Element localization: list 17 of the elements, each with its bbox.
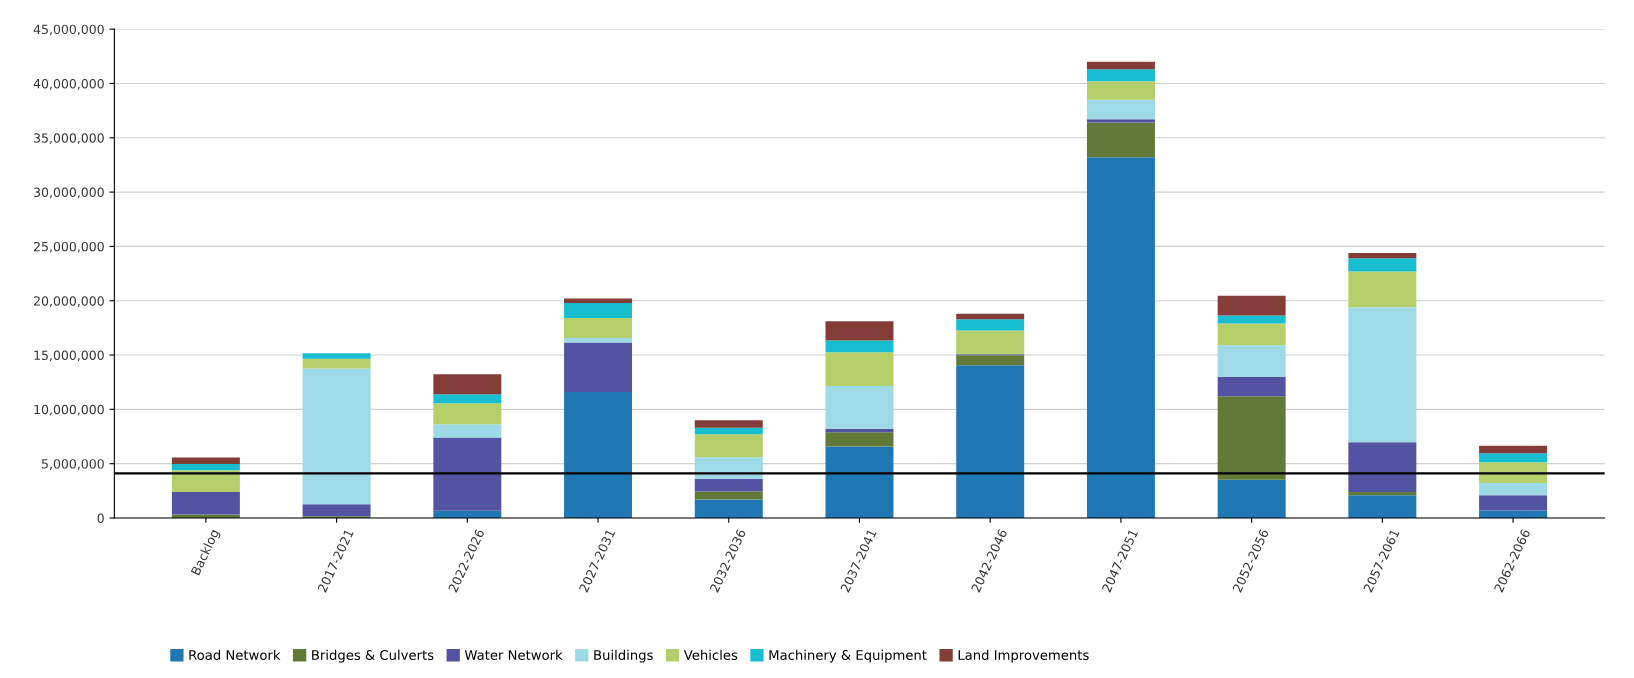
y-tick-label: 10,000,000: [34, 404, 104, 416]
y-tick-label: 40,000,000: [33, 78, 104, 90]
legend-label: Machinery & Equipment: [769, 649, 927, 663]
legend-label: Water Network: [464, 649, 563, 660]
legend-label: Road Network: [189, 649, 281, 660]
y-tick-label: 15,000,000: [34, 350, 104, 362]
legend-label: Buildings: [594, 649, 653, 663]
legend-label: Land Improvements: [958, 649, 1089, 663]
legend-label: Bridges & Culverts: [312, 649, 434, 663]
y-tick-label: 35,000,000: [34, 133, 104, 144]
y-tick-label: 5,000,000: [42, 459, 104, 470]
y-tick-label: 20,000,000: [34, 296, 104, 307]
y-tick-label: 25,000,000: [34, 241, 104, 253]
y-tick-label: 30,000,000: [34, 187, 104, 199]
legend-label: Vehicles: [683, 649, 738, 660]
y-tick-label: 0: [97, 513, 104, 523]
y-tick-label: 45,000,000: [33, 24, 104, 36]
